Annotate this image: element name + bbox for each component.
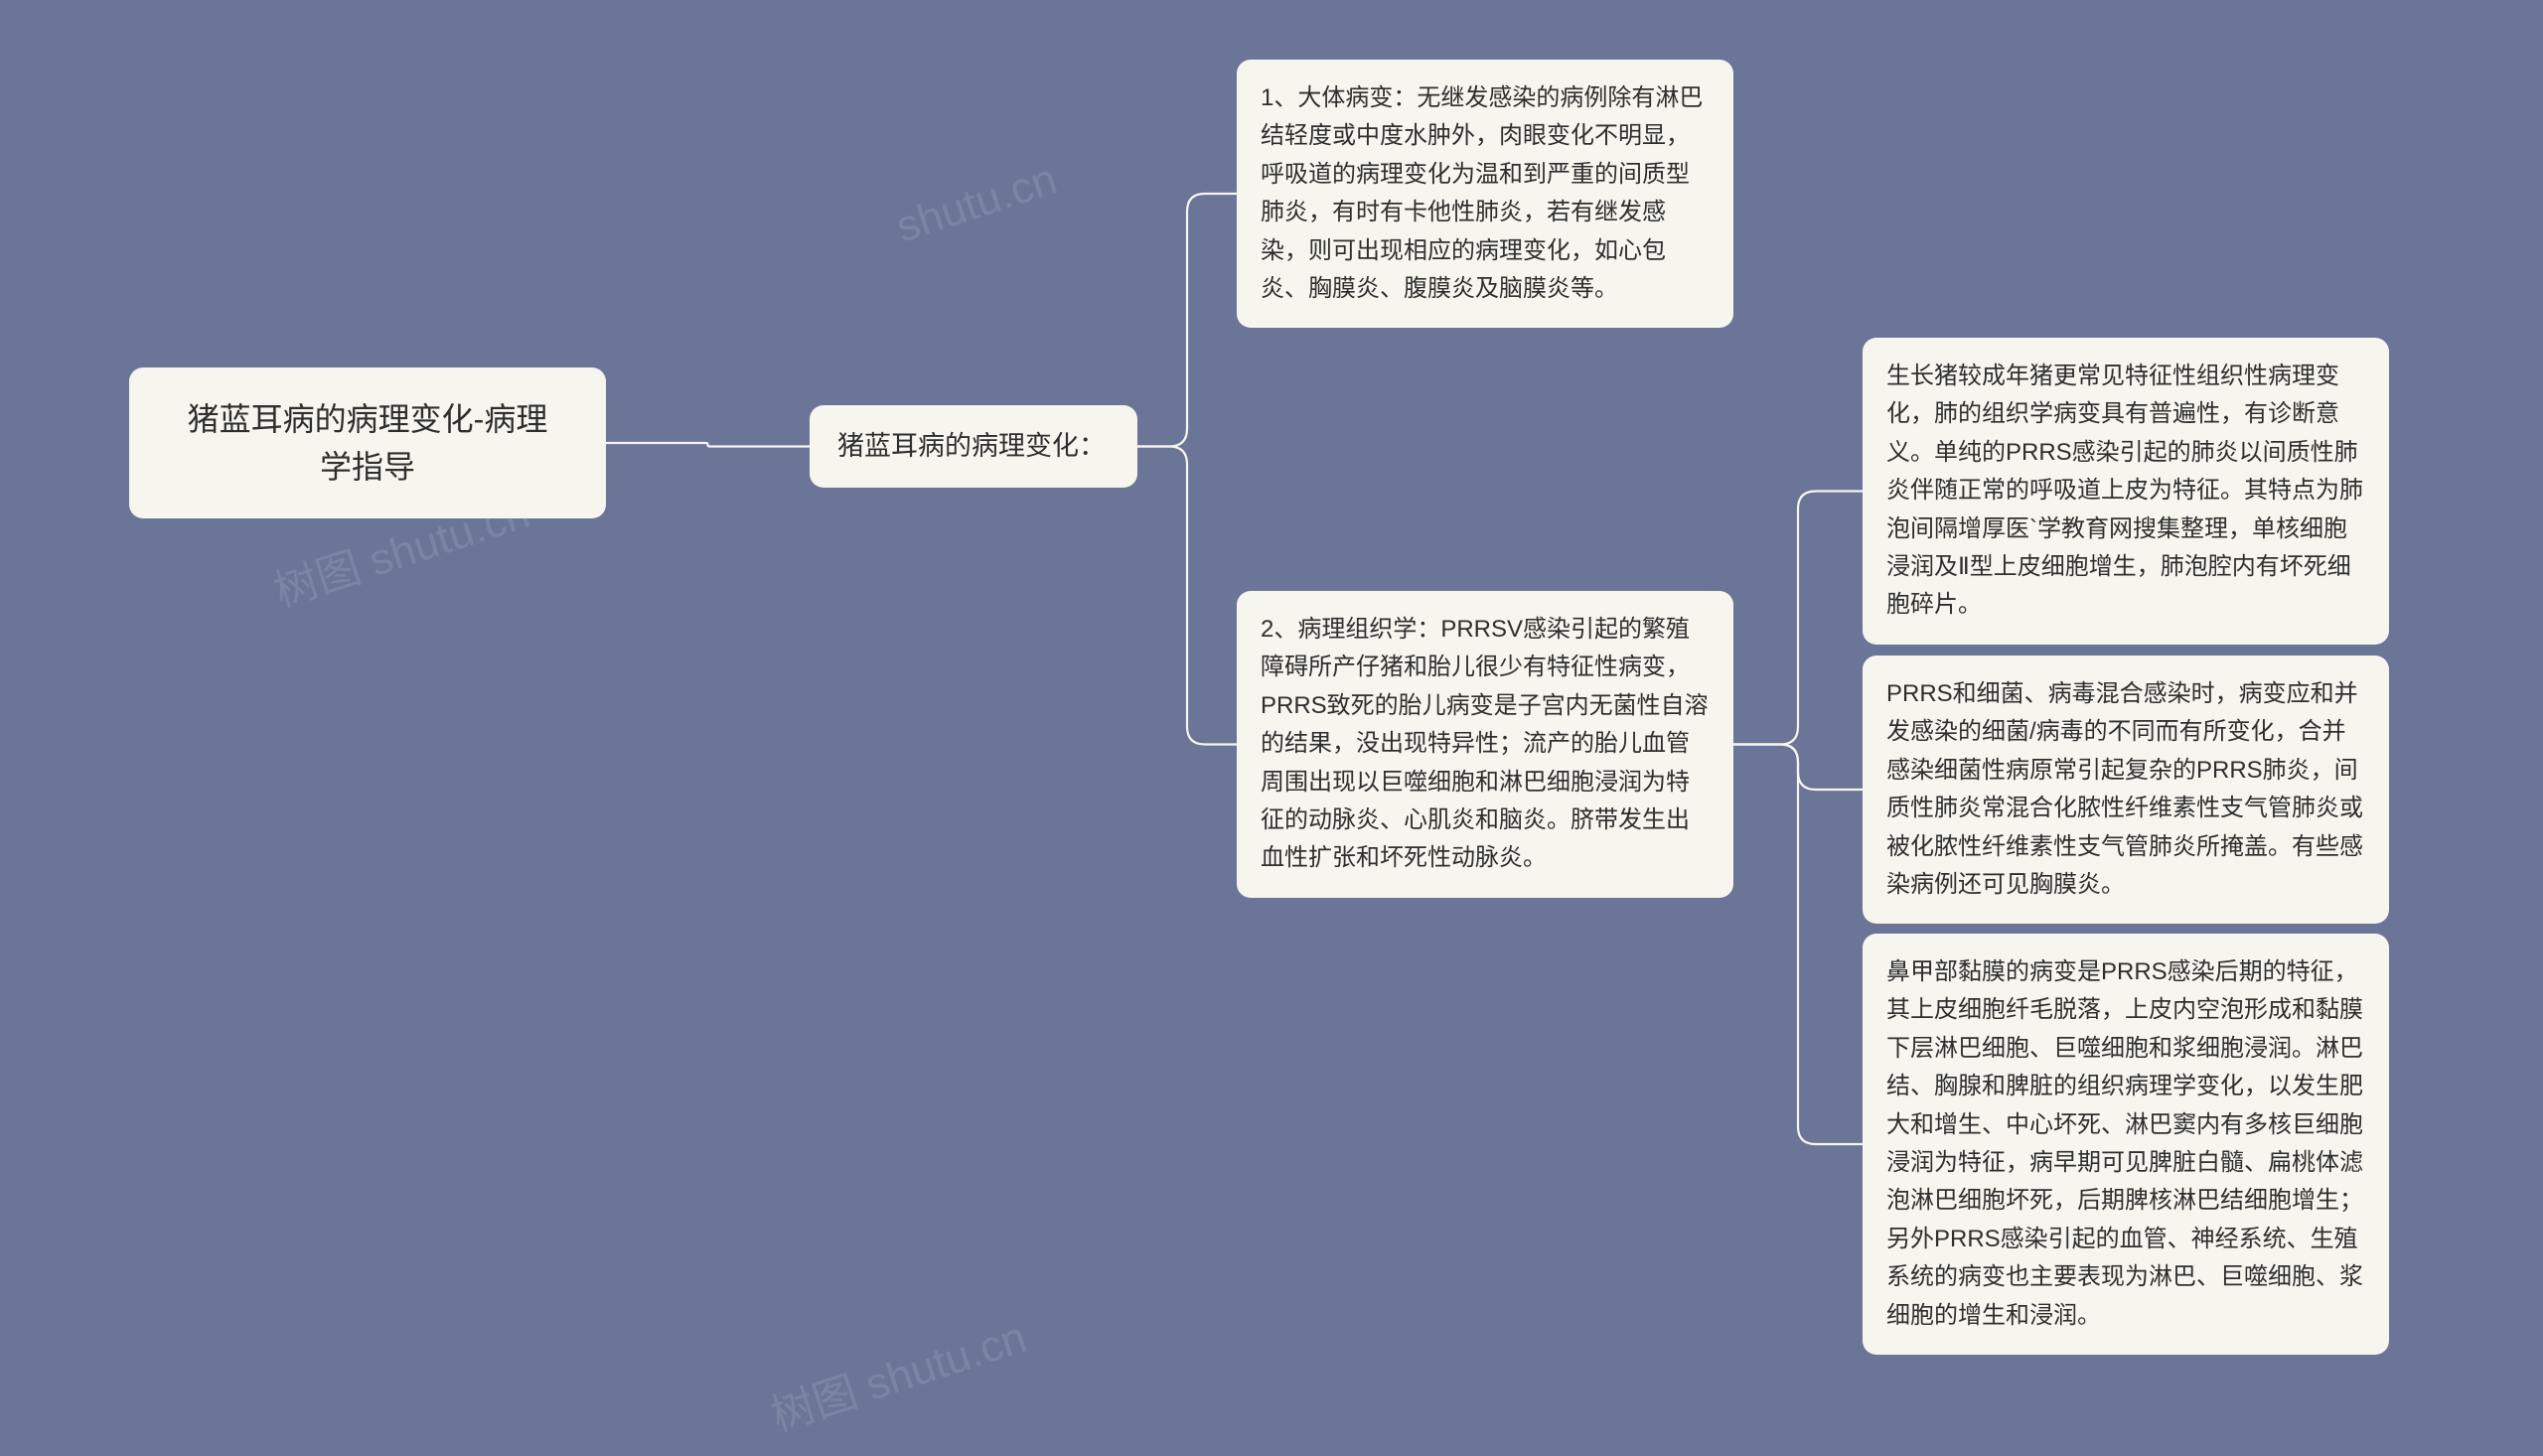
detail-b-text: PRRS和细菌、病毒混合感染时，病变应和并发感染的细菌/病毒的不同而有所变化，合… (1886, 680, 2363, 898)
mindmap-canvas: 树图 shutu.cn 树图 shutu.cn 树图 shutu.cn shut… (0, 0, 2543, 1456)
branch1-text: 1、大体病变：无继发感染的病例除有淋巴结轻度或中度水肿外，肉眼变化不明显，呼吸道… (1261, 84, 1703, 302)
branch-node-1[interactable]: 1、大体病变：无继发感染的病例除有淋巴结轻度或中度水肿外，肉眼变化不明显，呼吸道… (1237, 60, 1733, 328)
sub-label: 猪蓝耳病的病理变化： (837, 431, 1106, 461)
branch-node-2[interactable]: 2、病理组织学：PRRSV感染引起的繁殖障碍所产仔猪和胎儿很少有特征性病变，PR… (1237, 591, 1733, 898)
detail-node-a[interactable]: 生长猪较成年猪更常见特征性组织性病理变化，肺的组织学病变具有普遍性，有诊断意义。… (1863, 338, 2389, 645)
branch2-text: 2、病理组织学：PRRSV感染引起的繁殖障碍所产仔猪和胎儿很少有特征性病变，PR… (1261, 616, 1709, 871)
root-line1: 猪蓝耳病的病理变化-病理 (188, 401, 548, 437)
detail-node-c[interactable]: 鼻甲部黏膜的病变是PRRS感染后期的特征，其上皮细胞纤毛脱落，上皮内空泡形成和黏… (1863, 934, 2389, 1355)
sub-node[interactable]: 猪蓝耳病的病理变化： (810, 405, 1137, 488)
detail-c-text: 鼻甲部黏膜的病变是PRRS感染后期的特征，其上皮细胞纤毛脱落，上皮内空泡形成和黏… (1886, 958, 2363, 1329)
watermark: 树图 shutu.cn (762, 1301, 1033, 1443)
detail-a-text: 生长猪较成年猪更常见特征性组织性病理变化，肺的组织学病变具有普遍性，有诊断意义。… (1886, 363, 2363, 618)
root-line2: 学指导 (320, 449, 415, 485)
watermark: shutu.cn (890, 155, 1063, 253)
detail-node-b[interactable]: PRRS和细菌、病毒混合感染时，病变应和并发感染的细菌/病毒的不同而有所变化，合… (1863, 655, 2389, 924)
root-node[interactable]: 猪蓝耳病的病理变化-病理 学指导 (129, 367, 606, 518)
